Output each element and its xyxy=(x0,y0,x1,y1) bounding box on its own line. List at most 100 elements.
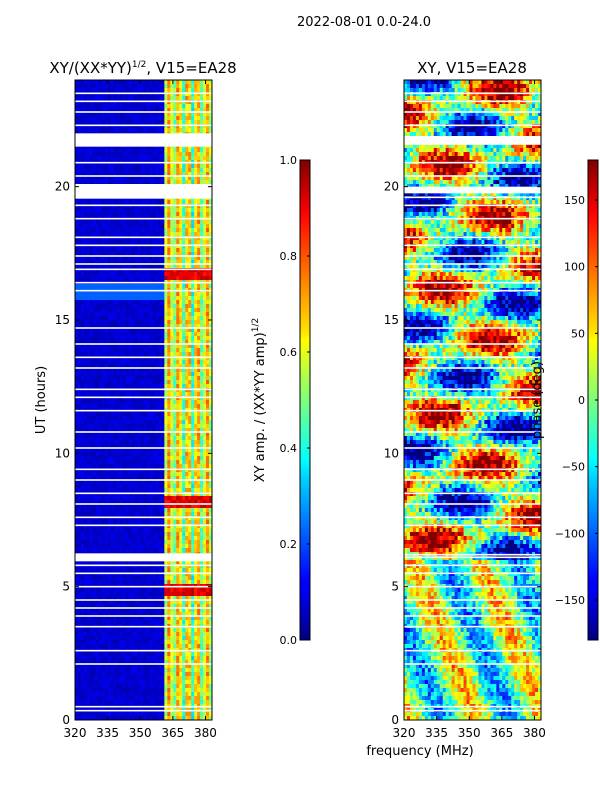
heatmap-cell xyxy=(197,324,201,329)
heatmap-cell xyxy=(119,208,124,213)
heatmap-cell xyxy=(95,252,100,257)
heatmap-cell xyxy=(107,432,112,437)
heatmap-cell xyxy=(134,172,138,177)
heatmap-cell xyxy=(107,148,112,153)
heatmap-cell xyxy=(155,420,159,425)
heatmap-cell xyxy=(113,392,118,397)
heatmap-cell xyxy=(191,164,195,169)
heatmap-cell xyxy=(119,148,124,153)
heatmap-cell xyxy=(176,104,180,109)
heatmap-cell xyxy=(140,392,144,397)
heatmap-cell xyxy=(197,476,201,481)
heatmap-cell xyxy=(170,504,174,509)
heatmap-cell xyxy=(155,376,159,381)
heatmap-cell xyxy=(140,468,144,473)
heatmap-cell xyxy=(188,452,192,457)
heatmap-cell xyxy=(164,152,168,157)
heatmap-cell xyxy=(167,456,171,461)
heatmap-cell xyxy=(203,240,207,245)
heatmap-cell xyxy=(86,508,91,513)
heatmap-cell xyxy=(194,348,198,353)
heatmap-cell xyxy=(167,176,171,181)
heatmap-cell xyxy=(83,384,88,389)
heatmap-cell xyxy=(75,492,79,497)
heatmap-cell xyxy=(146,372,150,377)
heatmap-cell xyxy=(143,492,147,497)
heatmap-cell xyxy=(89,228,94,233)
heatmap-cell xyxy=(98,512,103,517)
heatmap-cell xyxy=(188,500,192,505)
heatmap-cell xyxy=(197,472,201,477)
heatmap-cell xyxy=(200,272,204,277)
heatmap-cell xyxy=(209,424,213,429)
heatmap-cell xyxy=(95,164,100,169)
heatmap-cell xyxy=(167,448,171,453)
heatmap-cell xyxy=(107,128,112,133)
heatmap-cell xyxy=(110,476,115,481)
heatmap-cell xyxy=(164,452,168,457)
heatmap-cell xyxy=(140,312,144,317)
heatmap-cell xyxy=(86,480,91,485)
heatmap-cell xyxy=(167,364,171,369)
heatmap-cell xyxy=(173,432,177,437)
heatmap-cell xyxy=(197,260,201,265)
heatmap-cell xyxy=(89,304,94,309)
heatmap-cell xyxy=(110,376,115,381)
heatmap-cell xyxy=(128,464,132,469)
heatmap-cell xyxy=(176,284,180,289)
heatmap-cell xyxy=(125,172,130,177)
heatmap-cell xyxy=(140,488,144,493)
heatmap-cell xyxy=(86,272,91,277)
heatmap-cell xyxy=(98,148,103,153)
heatmap-cell xyxy=(104,452,109,457)
heatmap-cell xyxy=(206,212,210,217)
heatmap-cell xyxy=(209,208,213,213)
heatmap-cell xyxy=(203,204,207,209)
heatmap-cell xyxy=(209,412,213,417)
heatmap-cell xyxy=(113,376,118,381)
heatmap-cell xyxy=(146,156,150,161)
heatmap-cell xyxy=(143,368,147,373)
heatmap-cell xyxy=(98,284,103,289)
heatmap-cell xyxy=(164,304,168,309)
heatmap-cell xyxy=(185,224,189,229)
heatmap-cell xyxy=(152,412,156,417)
heatmap-cell xyxy=(182,284,186,289)
heatmap-cell xyxy=(137,404,141,409)
heatmap-cell xyxy=(161,364,165,369)
heatmap-cell xyxy=(77,112,82,117)
heatmap-cell xyxy=(113,232,118,237)
heatmap-cell xyxy=(209,220,213,225)
heatmap-cell xyxy=(113,260,118,265)
heatmap-cell xyxy=(83,464,88,469)
heatmap-cell xyxy=(137,428,141,433)
heatmap-cell xyxy=(101,504,106,509)
heatmap-cell xyxy=(194,472,198,477)
heatmap-cell xyxy=(128,304,132,309)
heatmap-cell xyxy=(83,492,88,497)
heatmap-cell xyxy=(209,468,213,473)
heatmap-cell xyxy=(125,476,130,481)
heatmap-cell xyxy=(131,172,135,177)
heatmap-cell xyxy=(80,292,85,297)
heatmap-cell xyxy=(185,436,189,441)
heatmap-cell xyxy=(182,492,186,497)
heatmap-cell xyxy=(104,468,109,473)
heatmap-cell xyxy=(167,492,171,497)
heatmap-cell xyxy=(167,120,171,125)
heatmap-cell xyxy=(188,256,192,261)
heatmap-cell xyxy=(125,276,130,281)
heatmap-cell xyxy=(119,480,124,485)
heatmap-cell xyxy=(191,156,195,161)
heatmap-cell xyxy=(197,156,201,161)
heatmap-cell xyxy=(197,492,201,497)
heatmap-cell xyxy=(164,224,168,229)
heatmap-cell xyxy=(179,392,183,397)
heatmap-cell xyxy=(179,232,183,237)
heatmap-cell xyxy=(116,380,121,385)
heatmap-cell xyxy=(209,284,213,289)
heatmap-cell xyxy=(86,512,91,517)
heatmap-cell xyxy=(101,268,106,273)
heatmap-cell xyxy=(116,472,121,477)
heatmap-cell xyxy=(194,340,198,345)
